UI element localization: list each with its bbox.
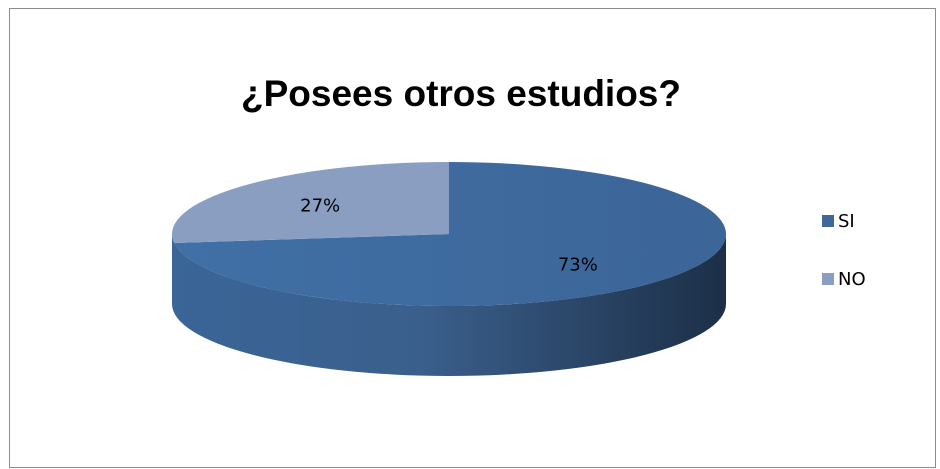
legend: SI NO	[822, 209, 866, 325]
chart-title: ¿Posees otros estudios?	[241, 73, 681, 114]
pie-side-wall	[172, 234, 726, 376]
legend-swatch-si	[822, 215, 834, 227]
legend-swatch-no	[822, 273, 834, 285]
pie-slice-si	[174, 162, 727, 306]
data-label-si: 73%	[558, 255, 598, 276]
pie-slice-no	[172, 162, 450, 244]
pie-data-labels: 73% 27%	[300, 195, 598, 275]
legend-label-si: SI	[838, 210, 855, 232]
legend-item-no: NO	[822, 267, 866, 291]
pie-slices	[172, 162, 727, 376]
legend-item-si: SI	[822, 209, 866, 233]
pie-chart: 73% 27%	[172, 162, 727, 376]
data-label-no: 27%	[300, 195, 340, 216]
legend-label-no: NO	[838, 268, 866, 290]
chart-frame: ¿Posees otros estudios? 73% 27% SI NO	[9, 8, 936, 468]
